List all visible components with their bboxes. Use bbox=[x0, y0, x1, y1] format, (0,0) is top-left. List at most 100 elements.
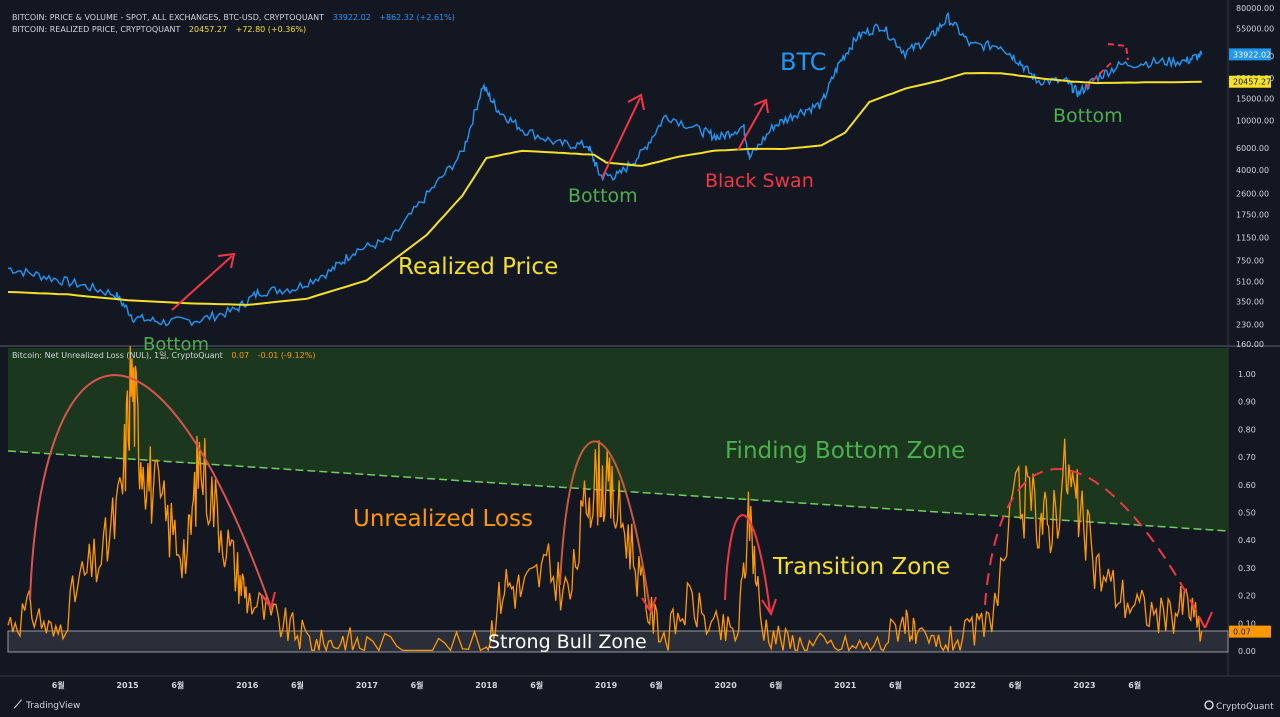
arrow-up-icon bbox=[737, 101, 766, 151]
btc-last-value-badge: 33922.02 bbox=[1233, 50, 1271, 59]
price-tick-label: 2600.00 bbox=[1236, 189, 1269, 198]
arrow-head-icon bbox=[761, 598, 777, 617]
time-tick-label: 6월 bbox=[52, 680, 65, 690]
time-tick-label: 2018 bbox=[475, 681, 498, 690]
realized-last-value-badge-bg bbox=[1229, 75, 1271, 88]
legend-btc: BITCOIN: PRICE & VOLUME - SPOT, ALL EXCH… bbox=[12, 13, 455, 22]
annotation-unrealized-loss: Unrealized Loss bbox=[353, 506, 533, 532]
price-tick-label: 230.00 bbox=[1236, 320, 1264, 329]
arrow-head-icon bbox=[261, 591, 276, 611]
time-tick-label: 2021 bbox=[834, 681, 857, 690]
arrow-head-icon bbox=[217, 252, 236, 269]
time-axis-ticks: 6월 2015 6월 2016 6월 2017 6월 2018 6월 2019 6월 2020 6월 20… bbox=[52, 680, 1141, 690]
arc-icon bbox=[559, 440, 651, 611]
time-tick-label: 6월 bbox=[411, 680, 424, 690]
indicator-tick-label: 0.50 bbox=[1238, 509, 1256, 518]
indicator-tick-label: 0.60 bbox=[1238, 481, 1256, 490]
price-tick-label: 6000.00 bbox=[1236, 144, 1269, 153]
time-tick-label: 2016 bbox=[236, 681, 259, 690]
arc-icon bbox=[724, 514, 771, 613]
time-tick-label: 2020 bbox=[715, 681, 738, 690]
annotation-finding-bottom-zone: Finding Bottom Zone bbox=[725, 438, 965, 464]
cryptoquant-logo-icon bbox=[1204, 700, 1214, 710]
price-tick-label: 510.00 bbox=[1236, 277, 1264, 286]
nul-last-value-badge: 0.07 bbox=[1233, 628, 1251, 637]
indicator-tick-label: 0.10 bbox=[1238, 619, 1256, 628]
annotation-black-swan: Black Swan bbox=[705, 170, 814, 192]
price-tick-label: 15000.00 bbox=[1236, 95, 1274, 104]
arrow-head-icon bbox=[753, 98, 769, 114]
price-tick-label: 4000.00 bbox=[1236, 166, 1269, 175]
time-tick-label: 2022 bbox=[954, 681, 976, 690]
footer-right: CryptoQuant bbox=[1216, 702, 1274, 712]
arc-dashed-icon bbox=[984, 468, 1206, 629]
price-tick-label: 80000.00 bbox=[1236, 4, 1274, 13]
price-tick-label: 1750.00 bbox=[1236, 211, 1269, 220]
legend-realized-price: BITCOIN: REALIZED PRICE, CRYPTOQUANT 204… bbox=[12, 25, 306, 34]
price-series bbox=[7, 11, 1203, 327]
time-tick-label: 6월 bbox=[650, 680, 663, 690]
annotation-strong-bull-zone: Strong Bull Zone bbox=[488, 631, 647, 653]
indicator-tick-label: 0.30 bbox=[1238, 564, 1256, 573]
price-tick-label: 10000.00 bbox=[1236, 116, 1274, 125]
btc-last-value-badge-bg bbox=[1229, 48, 1271, 61]
last-value-badges: 33922.02 20457.27 0.07 bbox=[1229, 48, 1271, 638]
unrealized-loss-line bbox=[7, 345, 1203, 653]
time-tick-label: 6월 bbox=[1009, 680, 1022, 690]
footer-left: TradingView bbox=[25, 701, 80, 711]
price-tick-label: 160.00 bbox=[1236, 340, 1264, 349]
price-tick-label: 1150.00 bbox=[1236, 233, 1269, 242]
time-tick-label: 6월 bbox=[769, 680, 782, 690]
annotation-bottom-2018: Bottom bbox=[568, 185, 638, 207]
indicator-tick-label: 0.90 bbox=[1238, 398, 1256, 407]
realized-last-value-badge: 20457.27 bbox=[1233, 78, 1271, 87]
indicator-tick-label: 0.20 bbox=[1238, 592, 1256, 601]
time-tick-label: 2023 bbox=[1073, 681, 1095, 690]
indicator-tick-label: 0.00 bbox=[1238, 647, 1256, 656]
annotation-realized-price: Realized Price bbox=[398, 254, 558, 280]
price-arrows bbox=[171, 43, 1129, 311]
annotation-btc: BTC bbox=[780, 48, 826, 76]
price-tick-label: 750.00 bbox=[1236, 256, 1264, 265]
realized-price-line bbox=[7, 71, 1202, 306]
indicator-tick-label: 0.70 bbox=[1238, 453, 1256, 462]
time-tick-label: 6월 bbox=[291, 680, 304, 690]
arrow-up-icon bbox=[171, 255, 233, 311]
time-tick-label: 6월 bbox=[1128, 680, 1141, 690]
time-tick-label: 6월 bbox=[889, 680, 902, 690]
annotation-bottom-2022: Bottom bbox=[1053, 105, 1123, 127]
annotation-transition-zone: Transition Zone bbox=[772, 554, 950, 580]
finding-bottom-zone bbox=[8, 348, 1228, 531]
indicator-series bbox=[7, 345, 1203, 653]
arrow-dashed-icon bbox=[1084, 61, 1113, 89]
time-tick-label: 6월 bbox=[171, 680, 184, 690]
legend-nul: Bitcoin: Net Unrealized Loss (NUL), 1일, … bbox=[12, 351, 315, 360]
price-pane bbox=[0, 0, 1228, 344]
indicator-tick-label: 1.00 bbox=[1238, 370, 1256, 379]
annotation-bottom-2015: Bottom bbox=[143, 334, 209, 355]
price-tick-label: 55000.00 bbox=[1236, 24, 1274, 33]
arrow-head-icon bbox=[641, 596, 657, 615]
footer: ⟋ TradingView CryptoQuant bbox=[13, 698, 1274, 712]
indicator-tick-label: 0.40 bbox=[1238, 536, 1256, 545]
time-tick-label: 2019 bbox=[595, 681, 618, 690]
indicator-arcs bbox=[29, 374, 1213, 629]
indicator-axis-ticks: 1.00 0.90 0.80 0.70 0.60 0.50 0.40 0.30 0.20 0.10… bbox=[1238, 370, 1256, 656]
time-tick-label: 2015 bbox=[116, 681, 139, 690]
arrow-up-icon bbox=[601, 97, 641, 179]
nul-last-value-badge-bg bbox=[1229, 625, 1271, 638]
price-legend: BITCOIN: PRICE & VOLUME - SPOT, ALL EXCH… bbox=[12, 13, 455, 34]
indicator-tick-label: 0.80 bbox=[1238, 425, 1256, 434]
arrow-head-icon bbox=[1204, 611, 1213, 629]
strong-bull-zone bbox=[7, 630, 1229, 653]
tradingview-logo-icon: ⟋ bbox=[13, 698, 23, 711]
btc-price-line bbox=[7, 11, 1203, 327]
arrow-head-icon bbox=[627, 93, 645, 111]
time-tick-label: 6월 bbox=[530, 680, 543, 690]
arc-icon bbox=[29, 374, 271, 606]
price-tick-label: 350.00 bbox=[1236, 298, 1264, 307]
time-tick-label: 2017 bbox=[356, 681, 378, 690]
indicator-legend: Bitcoin: Net Unrealized Loss (NUL), 1일, … bbox=[12, 351, 315, 360]
